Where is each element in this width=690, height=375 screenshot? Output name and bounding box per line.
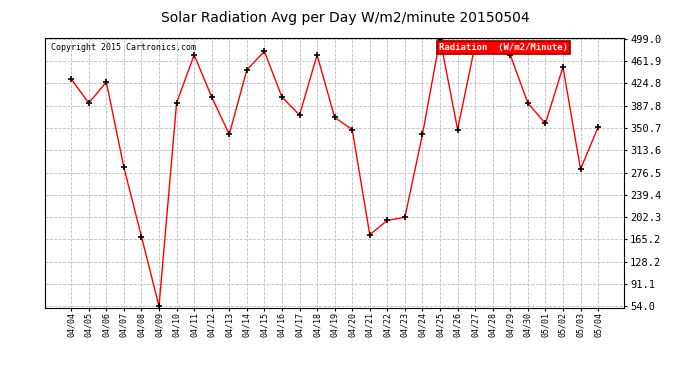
Text: Radiation  (W/m2/Minute): Radiation (W/m2/Minute)	[439, 43, 568, 52]
Text: Solar Radiation Avg per Day W/m2/minute 20150504: Solar Radiation Avg per Day W/m2/minute …	[161, 11, 529, 25]
Text: Copyright 2015 Cartronics.com: Copyright 2015 Cartronics.com	[50, 43, 196, 52]
